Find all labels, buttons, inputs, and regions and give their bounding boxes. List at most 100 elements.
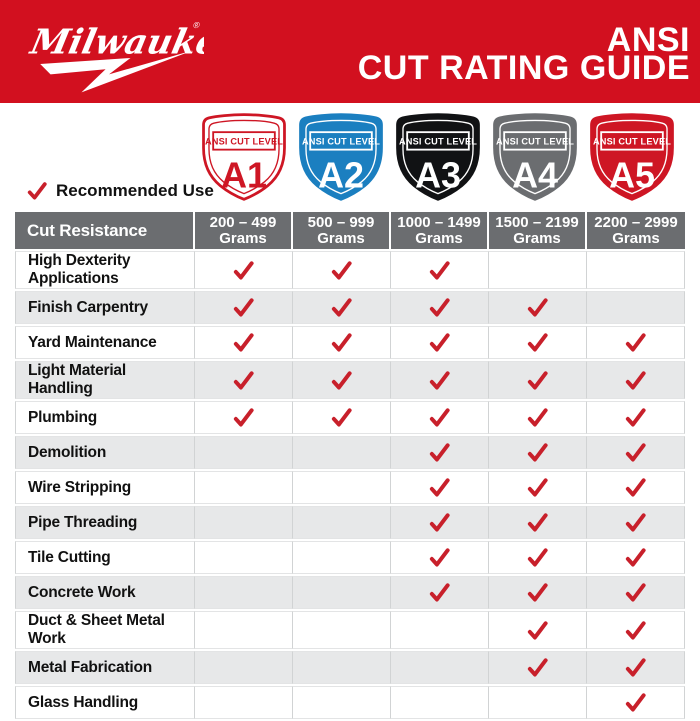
registered-trademark: ® [192, 20, 201, 30]
gram-unit: Grams [513, 229, 561, 247]
ansi-cut-level-banner-text: ANSI CUT LEVEL [495, 137, 573, 147]
table-row: Pipe Threading [15, 506, 685, 539]
check-cell-a2 [293, 291, 391, 324]
gram-unit: Grams [415, 229, 463, 247]
check-icon [233, 298, 254, 317]
gram-range-header-a3: 1000 – 1499 Grams [391, 212, 489, 249]
check-cell-a3 [391, 361, 489, 399]
check-cell-a1 [195, 436, 293, 469]
check-icon [625, 693, 646, 712]
gram-range-header-a5: 2200 – 2999 Grams [587, 212, 685, 249]
cut-rating-table: Cut Resistance 200 – 499 Grams 500 – 999 Gr… [15, 210, 685, 721]
shield-slot-a5: ANSI CUT LEVEL A5 [583, 111, 680, 203]
shield-slot-a1: ANSI CUT LEVEL A1 [195, 111, 292, 203]
check-icon [429, 298, 450, 317]
check-cell-a5 [587, 651, 685, 684]
check-cell-a3 [391, 506, 489, 539]
cut-level-letter: A3 [415, 155, 461, 195]
check-cell-a4 [489, 541, 587, 574]
table-row: Finish Carpentry [15, 291, 685, 324]
row-label: Plumbing [15, 401, 195, 434]
table-row: Concrete Work [15, 576, 685, 609]
check-cell-a4 [489, 506, 587, 539]
check-cell-a3 [391, 541, 489, 574]
cut-level-shield-a5: ANSI CUT LEVEL A5 [589, 113, 674, 201]
check-cell-a3 [391, 291, 489, 324]
check-icon [527, 548, 548, 567]
check-icon [429, 478, 450, 497]
check-cell-a5 [587, 471, 685, 504]
check-cell-a5 [587, 291, 685, 324]
check-cell-a1 [195, 576, 293, 609]
check-cell-a5 [587, 506, 685, 539]
gram-range: 2200 – 2999 [594, 213, 678, 231]
check-cell-a1 [195, 611, 293, 649]
check-icon [625, 548, 646, 567]
cut-level-shields-section: ANSI CUT LEVEL A1 ANSI CUT LEVEL A2 ANSI CUT… [0, 103, 700, 210]
check-icon [527, 408, 548, 427]
check-icon [429, 408, 450, 427]
check-icon [527, 370, 548, 389]
check-cell-a1 [195, 506, 293, 539]
row-label: Yard Maintenance [15, 326, 195, 359]
cut-level-letter: A1 [221, 155, 267, 195]
check-icon [429, 443, 450, 462]
check-cell-a3 [391, 471, 489, 504]
check-cell-a2 [293, 326, 391, 359]
check-icon [429, 333, 450, 352]
check-cell-a5 [587, 436, 685, 469]
row-label: Wire Stripping [15, 471, 195, 504]
check-icon [625, 620, 646, 639]
check-cell-a1 [195, 361, 293, 399]
check-cell-a3 [391, 686, 489, 719]
cut-level-shield-a4: ANSI CUT LEVEL A4 [492, 113, 577, 201]
shield-row: ANSI CUT LEVEL A1 ANSI CUT LEVEL A2 ANSI CUT… [195, 111, 680, 203]
table-row: Tile Cutting [15, 541, 685, 574]
check-cell-a2 [293, 506, 391, 539]
row-label: Demolition [15, 436, 195, 469]
shield-slot-a3: ANSI CUT LEVEL A3 [389, 111, 486, 203]
page-title-line2: CUT RATING GUIDE [357, 48, 690, 87]
ansi-cut-level-banner-text: ANSI CUT LEVEL [204, 137, 282, 147]
header-banner: Milwaukee ® ANSI CUT RATING GUIDE [0, 0, 700, 103]
gram-unit: Grams [317, 229, 365, 247]
check-cell-a2 [293, 401, 391, 434]
check-cell-a5 [587, 361, 685, 399]
table-row: Demolition [15, 436, 685, 469]
check-icon [625, 370, 646, 389]
check-cell-a5 [587, 401, 685, 434]
check-cell-a4 [489, 326, 587, 359]
recommended-use-legend: Recommended Use [27, 181, 214, 201]
check-icon [233, 260, 254, 279]
row-label: Light Material Handling [15, 361, 195, 399]
check-cell-a4 [489, 251, 587, 289]
check-icon [625, 443, 646, 462]
check-icon [233, 370, 254, 389]
gram-range: 500 – 999 [307, 213, 375, 231]
gram-range-header-a2: 500 – 999 Grams [293, 212, 391, 249]
lightning-bolt-icon [40, 49, 194, 92]
table-row: Light Material Handling [15, 361, 685, 399]
table-header-row: Cut Resistance 200 – 499 Grams 500 – 999 Gr… [15, 212, 685, 249]
table-row: Duct & Sheet Metal Work [15, 611, 685, 649]
check-cell-a3 [391, 576, 489, 609]
check-icon [331, 298, 352, 317]
check-cell-a4 [489, 361, 587, 399]
check-icon [527, 298, 548, 317]
cut-level-shield-a2: ANSI CUT LEVEL A2 [298, 113, 383, 201]
check-cell-a5 [587, 576, 685, 609]
gram-range: 1500 – 2199 [495, 213, 579, 231]
gram-range-header-a4: 1500 – 2199 Grams [489, 212, 587, 249]
check-cell-a1 [195, 471, 293, 504]
cut-level-shield-a1: ANSI CUT LEVEL A1 [201, 113, 286, 201]
check-cell-a3 [391, 326, 489, 359]
row-label: High Dexterity Applications [15, 251, 195, 289]
table-row: Plumbing [15, 401, 685, 434]
check-icon [527, 513, 548, 532]
gram-range-header-a1: 200 – 499 Grams [195, 212, 293, 249]
page-title: ANSI CUT RATING GUIDE [357, 22, 690, 87]
ansi-cut-level-banner-text: ANSI CUT LEVEL [592, 137, 670, 147]
check-icon [625, 658, 646, 677]
row-label: Concrete Work [15, 576, 195, 609]
check-icon [527, 478, 548, 497]
